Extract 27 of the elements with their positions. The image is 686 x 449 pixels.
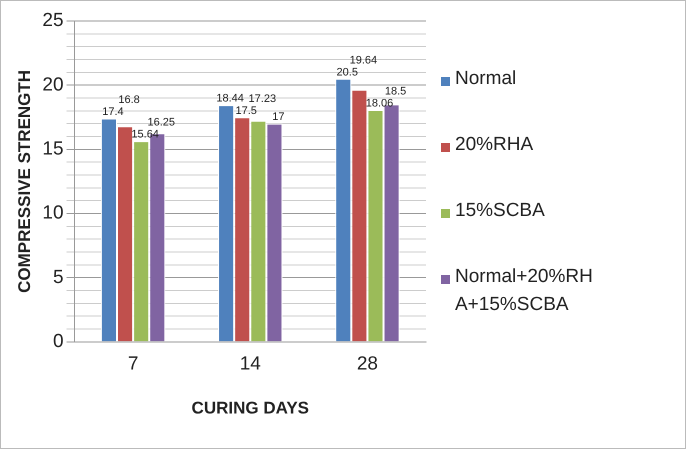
x-tick-label: 28 [356,353,378,374]
x-tick-label: 14 [240,353,262,374]
data-label: 16.25 [148,116,176,129]
data-label: 15.64 [131,128,159,141]
data-label: 20.5 [336,66,358,78]
data-label: 19.64 [350,54,378,66]
data-label: 16.8 [118,94,140,106]
data-label: 18.5 [384,86,406,98]
data-label: 17 [272,111,285,124]
data-label: 18.44 [216,92,244,105]
y-axis-title: COMPRESSIVE STRENGTH [14,70,34,293]
data-label: 17.4 [102,106,124,118]
y-tick-label: 0 [52,331,64,352]
legend-label: 15%SCBA [455,199,545,223]
y-tick-label: 5 [52,266,64,288]
y-tick-label: 20 [42,74,64,96]
data-label: 17.23 [248,92,276,105]
y-tick-label: 10 [42,202,64,224]
legend-label: Normal+20%RHA+15%SCBA [455,265,594,317]
data-label: 18.06 [366,98,394,110]
x-axis-title: CURING DAYS [192,398,309,418]
y-tick-label: 25 [42,10,64,32]
legend-label: 20%RHA [455,133,534,157]
data-label: 17.5 [236,104,257,117]
legend-label: Normal [455,67,516,91]
x-tick-label: 7 [128,353,138,374]
y-tick-label: 15 [42,138,64,160]
